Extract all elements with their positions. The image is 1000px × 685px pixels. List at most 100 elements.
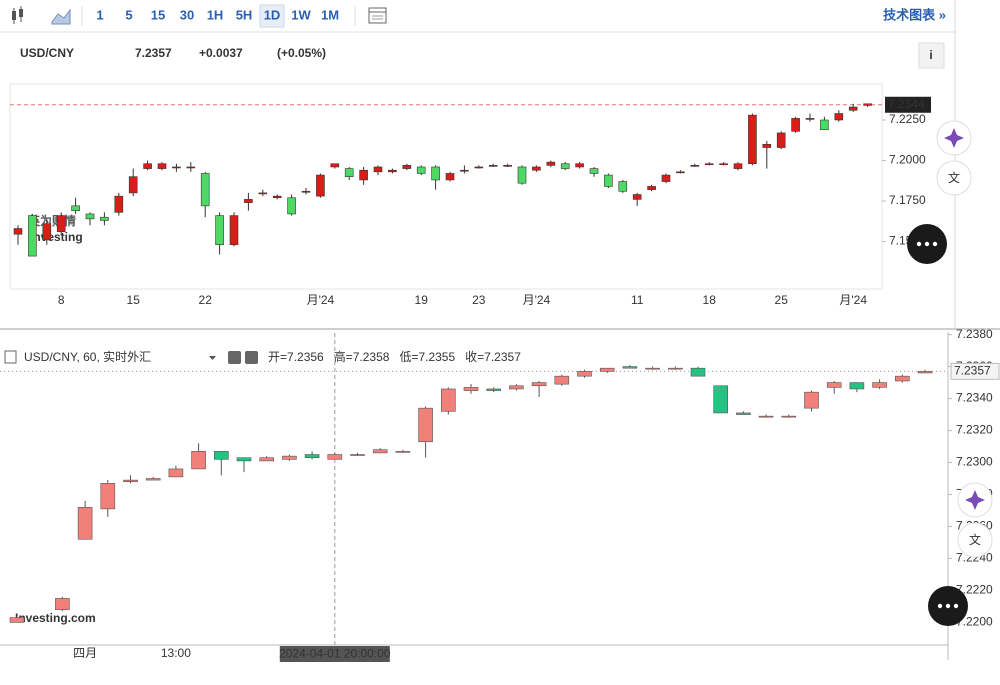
translate-icon: 文 [948,170,960,185]
candle-body [488,165,498,167]
candle-body [28,215,37,257]
candle-body [327,454,343,460]
candle-body [894,375,910,382]
candle-body [622,366,638,369]
candle-body [713,385,729,414]
candle-body [532,166,541,171]
interval-button[interactable]: 1D [264,7,281,22]
info-icon: i [929,48,932,62]
candle-body [316,174,325,197]
candle-body [272,195,282,199]
candle-body [758,415,774,418]
y-tick-label: 7.1750 [889,193,926,207]
candle-body [917,371,933,374]
floating-buttons: 文 文 [907,120,993,626]
candle-body [100,483,116,510]
candle-body [372,449,388,454]
x-tick-label: 23 [472,293,486,307]
candle-body [704,163,714,166]
candle-body [762,143,772,148]
x-tick-label: 13:00 [161,646,191,660]
candle-body [258,192,268,195]
settings-icon[interactable] [245,351,258,364]
candle-body [244,199,253,203]
candle-body [517,166,527,184]
candle-body [690,165,700,167]
collapse-icon[interactable] [4,350,17,364]
candle-body [445,173,455,181]
candle-body [733,163,743,169]
candle-body [388,169,397,173]
candle-body [71,205,80,212]
candle-icon[interactable] [12,6,23,24]
info-button[interactable] [918,42,945,69]
candle-body [546,161,556,166]
candle-body [736,412,751,415]
translate-button[interactable] [957,522,993,558]
candle-body [599,367,615,372]
candle-body [229,215,239,246]
crosshair-label: 2024-04-01 20:00:00 [279,647,391,661]
candle-body [577,371,592,377]
interval-button[interactable]: 5 [125,7,132,22]
y-tick-label: 7.2220 [956,583,993,597]
interval-button[interactable]: 1 [96,7,103,22]
candle-body [282,455,297,460]
area-icon[interactable] [51,8,71,25]
interval-button[interactable]: 15 [151,7,165,22]
candle-body [661,174,671,182]
candle-body [42,223,52,241]
candle-body [748,114,757,165]
change: +0.0037 [199,46,243,60]
candle-body [719,163,728,166]
price: 7.2357 [135,46,172,60]
candle-body [849,382,865,390]
candle-body [781,415,797,418]
ohlc-value: 高=7.2358 [334,349,390,364]
x-tick-label: 15 [127,293,141,307]
interval-button[interactable]: 1W [291,7,311,22]
candle-body [431,166,440,181]
dropdown-arrow[interactable] [209,356,216,360]
interval-button[interactable]: 1H [207,7,224,22]
candle-body [560,163,570,169]
interval-bar: 1 5 15 30 1H 5H 1D 1W 1M [96,4,339,28]
interval-button[interactable]: 30 [180,7,194,22]
y-tick-label: 7.2000 [889,153,926,167]
eye-icon[interactable] [228,351,241,364]
candle-body [301,190,311,193]
y-tick-label: 7.2300 [956,455,993,469]
candle-body [418,407,433,443]
last-price-label: 7.2344 [888,97,925,111]
candle-body [186,166,196,169]
candle-body [509,385,524,390]
candle-body [200,173,210,207]
watermark: Investing.com [15,611,96,625]
candle-body [676,171,685,174]
technical-chart-link[interactable]: 技术图表 » [883,7,946,22]
candle-body [872,382,887,388]
ohlc-legend: 开=7.2356 高=7.2358 低=7.2355 收=7.2357 [268,349,521,364]
candle-body [826,382,842,388]
sparkle-icon [965,490,985,510]
candle-body [344,168,354,177]
interval-button[interactable]: 5H [236,7,253,22]
sparkle-icon [944,128,964,148]
table-icon[interactable] [368,7,387,24]
candle-body [463,387,479,391]
candle-body [100,216,109,221]
last-price-tag [950,362,1000,380]
candle-body [618,181,628,192]
x-tick-label: 8 [58,293,65,307]
candle-body [373,166,383,173]
candle-body [460,169,469,172]
candle-body [791,118,800,132]
translate-button[interactable] [936,160,972,196]
x-tick-label: 22 [199,293,213,307]
interval-button[interactable]: 1M [321,7,339,22]
candle-body [55,598,70,610]
candle-body [805,118,815,120]
candle-body [13,228,23,235]
x-tick-label: 19 [415,293,429,307]
